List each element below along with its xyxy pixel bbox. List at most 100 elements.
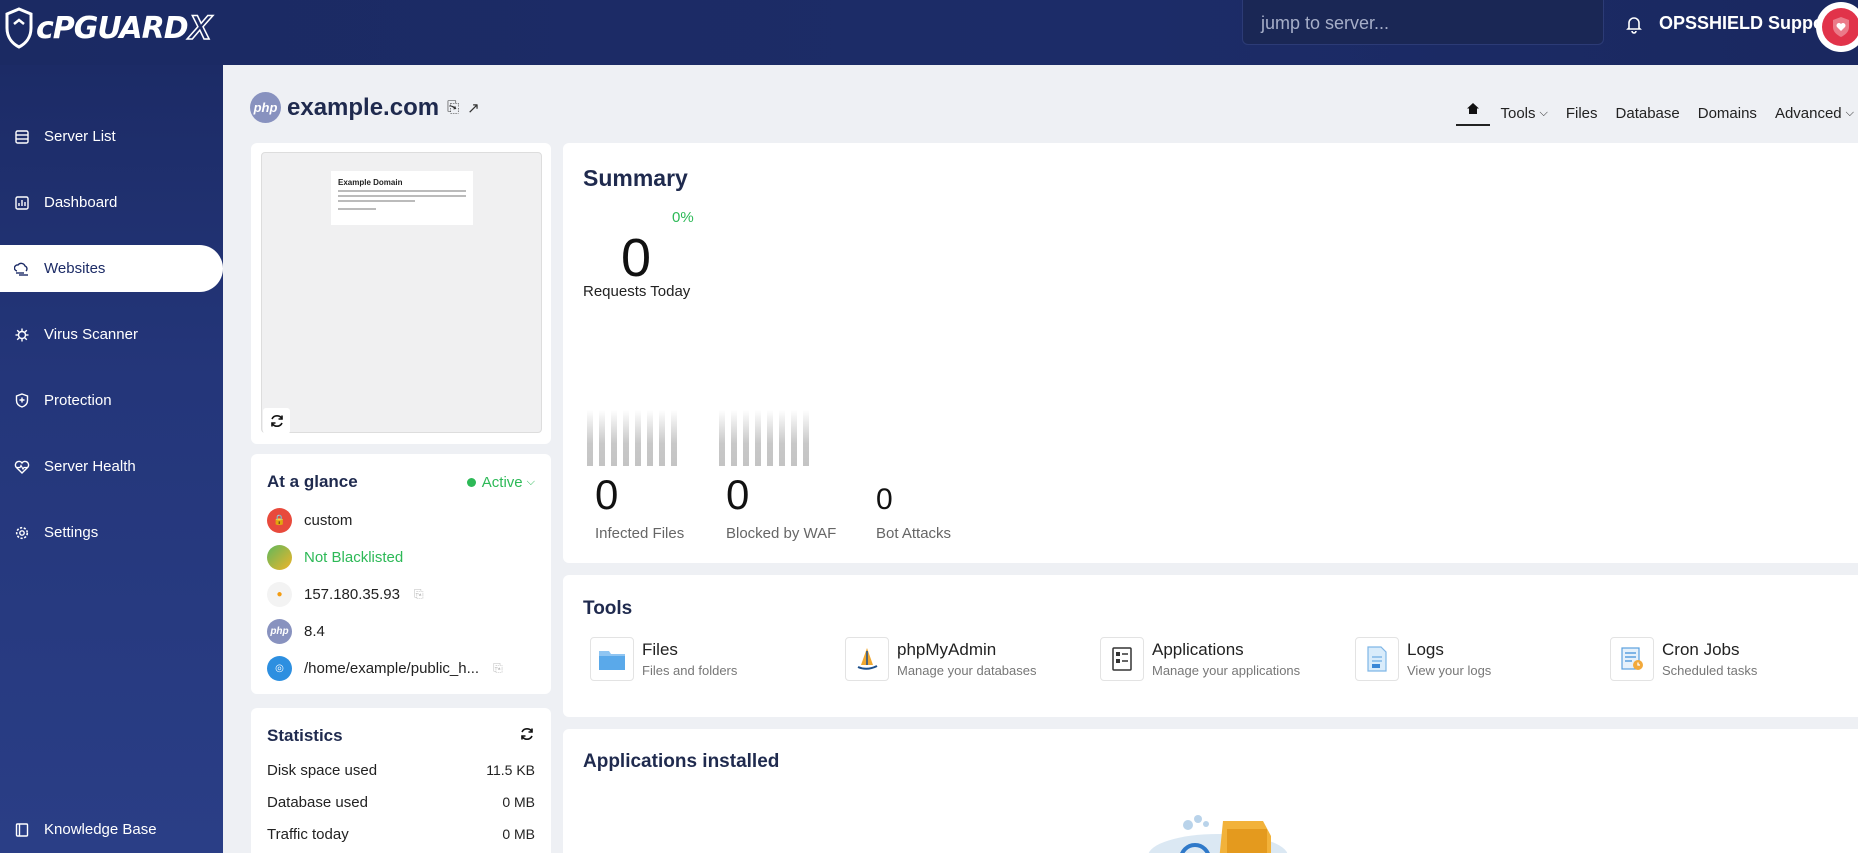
preview-text-line: [338, 190, 466, 192]
refresh-icon: [270, 415, 283, 427]
shield-logo-icon: [5, 7, 33, 49]
brand-logo[interactable]: cPGUARD X: [4, 6, 212, 50]
sidebar-item-dashboard[interactable]: Dashboard: [0, 179, 223, 226]
refresh-preview-button[interactable]: [263, 408, 290, 434]
sidebar-item-protection[interactable]: Protection: [0, 377, 223, 424]
tool-name: Files: [642, 640, 678, 659]
chevron-down-icon: ⌵: [526, 476, 535, 488]
preview-text-line: [338, 200, 415, 202]
brand-suffix: X: [188, 8, 212, 48]
websites-icon: [14, 261, 30, 277]
ssl-lock-icon: 🔒: [267, 508, 292, 533]
tool-cron-jobs[interactable]: Cron Jobs Scheduled tasks: [1610, 637, 1757, 681]
cron-icon: [1610, 637, 1654, 681]
php-version: 8.4: [304, 623, 325, 640]
bell-icon[interactable]: [1624, 14, 1646, 36]
preview-text-line: [338, 208, 377, 210]
sidebar-item-server-list[interactable]: Server List: [0, 113, 223, 160]
stat-value: 0 MB: [502, 794, 535, 810]
user-name[interactable]: OPSSHIELD Support: [1659, 13, 1838, 33]
tab-label: Advanced: [1774, 104, 1842, 122]
site-header: php example.com ⎘ ↗: [250, 92, 480, 123]
tab-label: Tools: [1500, 104, 1536, 122]
sidebar-item-label: Settings: [44, 524, 99, 541]
tool-desc: Scheduled tasks: [1662, 663, 1758, 678]
status-dropdown[interactable]: Active ⌵: [466, 474, 535, 491]
top-bar: cPGUARD X jump to server... OPSSHIELD Su…: [0, 0, 1858, 65]
apps-title: Applications installed: [583, 751, 780, 772]
location-pin-icon: ●: [267, 582, 292, 607]
requests-count: 0: [621, 228, 652, 288]
empty-state-illustration: [1143, 811, 1293, 853]
tools-title: Tools: [583, 598, 633, 619]
chevron-down-icon: ⌵: [1845, 106, 1854, 119]
tool-name: Logs: [1407, 640, 1444, 659]
tool-phpmyadmin[interactable]: phpMyAdmin Manage your databases: [845, 637, 1036, 681]
tool-desc: Files and folders: [642, 663, 738, 678]
home-icon: [1467, 103, 1480, 114]
avatar[interactable]: [1816, 2, 1858, 52]
waf-label: Blocked by WAF: [726, 525, 837, 542]
bot-label: Bot Attacks: [876, 525, 952, 542]
bot-count: 0: [876, 483, 893, 516]
ip-address: 157.180.35.93: [304, 586, 400, 603]
requests-change-percent: 0%: [672, 209, 694, 226]
virus-icon: [14, 327, 30, 343]
refresh-stats-button[interactable]: [519, 726, 535, 747]
tab-advanced[interactable]: Advanced ⌵: [1775, 105, 1854, 122]
path-row: ◎ /home/example/public_h... ⎘: [267, 656, 503, 681]
tool-files[interactable]: Files Files and folders: [590, 637, 737, 681]
glance-card: At a glance Active ⌵ 🔒 custom Not Blackl…: [251, 454, 551, 694]
tab-domains[interactable]: Domains: [1698, 105, 1757, 122]
logs-icon: [1355, 637, 1399, 681]
applications-icon: [1100, 637, 1144, 681]
stat-row: Traffic today 0 MB: [267, 826, 535, 843]
sidebar-item-websites[interactable]: Websites: [0, 245, 223, 292]
stat-label: Database used: [267, 794, 368, 811]
shield-heart-icon: [1833, 17, 1849, 37]
tab-database[interactable]: Database: [1616, 105, 1680, 122]
waf-count: 0: [726, 471, 750, 518]
tab-label: Database: [1615, 104, 1680, 122]
chevron-down-icon: ⌵: [1539, 106, 1548, 119]
sidebar-item-settings[interactable]: Settings: [0, 509, 223, 556]
sidebar-item-knowledge-base[interactable]: Knowledge Base: [0, 806, 223, 853]
tool-applications[interactable]: Applications Manage your applications: [1100, 637, 1300, 681]
ssl-value: custom: [304, 512, 353, 529]
stat-label: Disk space used: [267, 762, 378, 779]
status-dot: [466, 478, 476, 487]
blacklist-row: Not Blacklisted: [267, 545, 403, 570]
folder-path-icon: ◎: [267, 656, 292, 681]
server-list-icon: [14, 129, 30, 145]
glance-title: At a glance: [267, 472, 358, 491]
stat-value: 0 MB: [502, 826, 535, 842]
waf-sparkline: [719, 410, 809, 466]
sidebar: Server List Dashboard Websites Virus Sca…: [0, 65, 223, 853]
tab-tools[interactable]: Tools ⌵: [1500, 105, 1547, 122]
site-preview-card: Example Domain: [251, 143, 551, 444]
tab-files[interactable]: Files: [1566, 105, 1598, 122]
tab-home[interactable]: [1456, 100, 1491, 126]
copy-icon[interactable]: ⎘: [413, 587, 424, 601]
tool-logs[interactable]: Logs View your logs: [1355, 637, 1491, 681]
sidebar-item-label: Virus Scanner: [44, 326, 138, 343]
tab-label: Domains: [1697, 104, 1757, 122]
copy-icon[interactable]: ⎘: [447, 99, 460, 116]
preview-thumbnail: Example Domain: [331, 171, 473, 225]
infected-count: 0: [595, 471, 619, 518]
tab-label: Files: [1565, 104, 1598, 122]
sidebar-item-label: Knowledge Base: [44, 821, 157, 838]
sidebar-item-virus-scanner[interactable]: Virus Scanner: [0, 311, 223, 358]
phpmyadmin-icon: [845, 637, 889, 681]
document-root: /home/example/public_h...: [304, 660, 480, 677]
refresh-icon: [521, 728, 533, 740]
copy-icon[interactable]: ⎘: [493, 661, 503, 675]
dashboard-icon: [14, 195, 30, 211]
site-preview[interactable]: Example Domain: [261, 152, 542, 434]
status-badge: Active: [481, 474, 523, 491]
ip-row: ● 157.180.35.93 ⎘: [267, 582, 424, 607]
external-link-icon[interactable]: ↗: [467, 99, 480, 117]
server-search-input[interactable]: jump to server...: [1242, 0, 1604, 45]
globe-icon: [267, 545, 292, 570]
sidebar-item-server-health[interactable]: Server Health: [0, 443, 223, 490]
